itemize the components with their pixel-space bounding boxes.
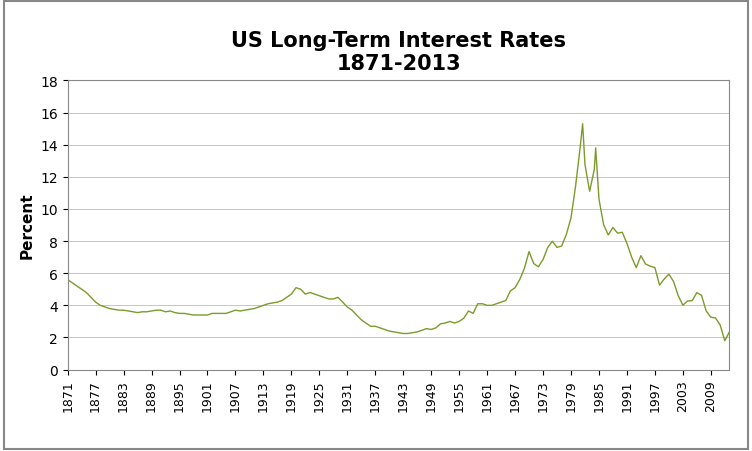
Y-axis label: Percent: Percent [20, 192, 35, 259]
Title: US Long-Term Interest Rates
1871-2013: US Long-Term Interest Rates 1871-2013 [231, 31, 566, 74]
